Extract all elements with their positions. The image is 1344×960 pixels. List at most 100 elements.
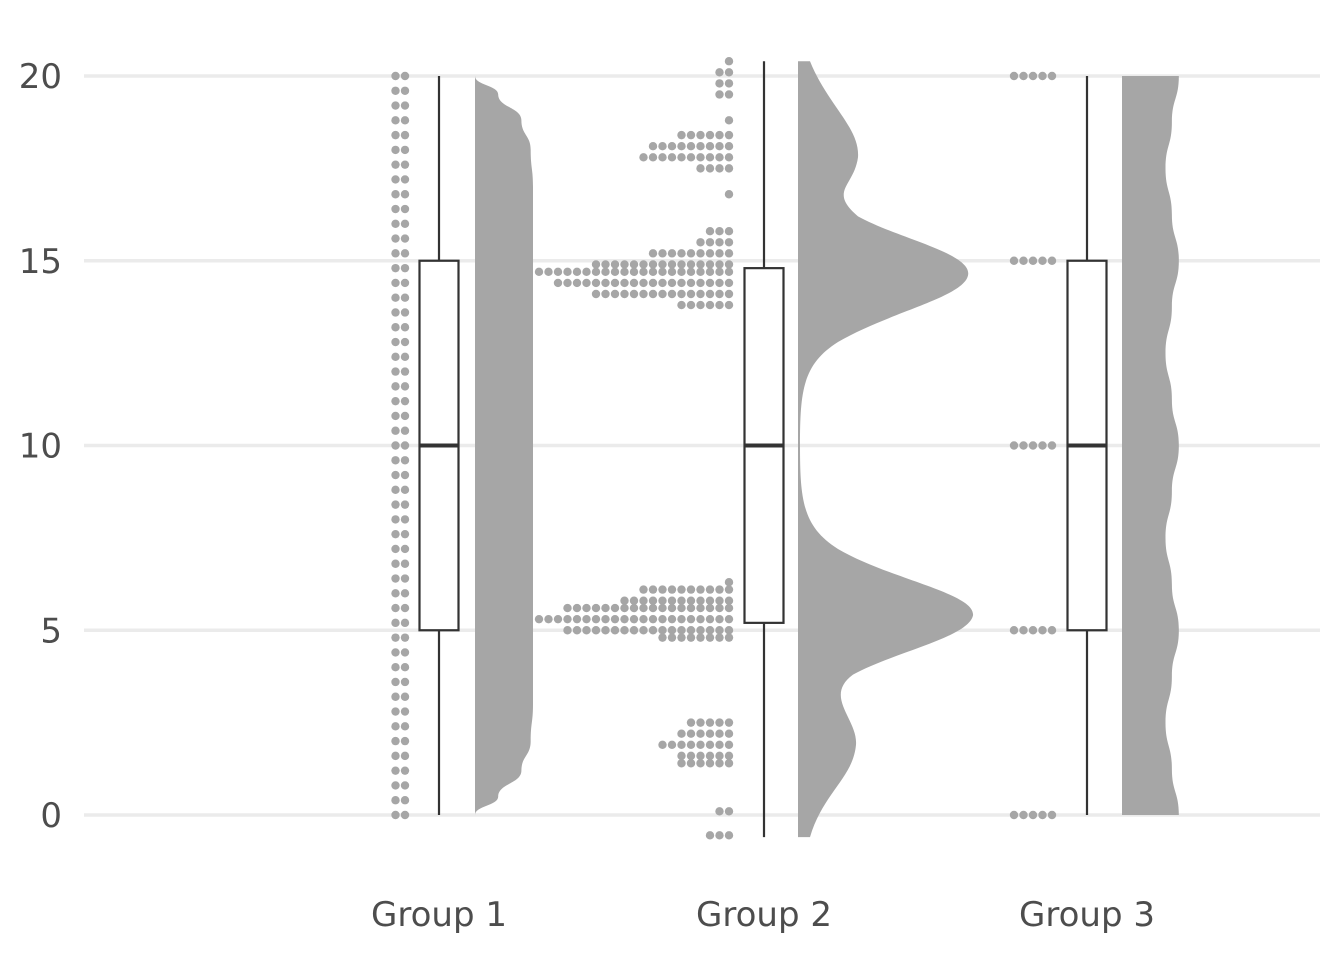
dot xyxy=(400,810,410,820)
dot xyxy=(610,260,620,269)
dot xyxy=(658,267,667,277)
dot xyxy=(400,441,410,450)
dot xyxy=(724,596,734,605)
dot xyxy=(629,626,639,635)
dot xyxy=(391,574,400,583)
dot xyxy=(696,585,705,594)
dot xyxy=(601,603,610,613)
dot xyxy=(648,603,658,613)
dot xyxy=(677,260,686,269)
dot xyxy=(715,278,724,288)
dot xyxy=(667,260,677,269)
dot xyxy=(715,153,724,162)
dot xyxy=(391,766,400,775)
dot xyxy=(658,289,667,299)
dot xyxy=(391,751,400,761)
dot xyxy=(715,626,724,635)
dot xyxy=(658,278,667,288)
group-2-dots xyxy=(534,57,734,840)
dot xyxy=(553,614,563,624)
dot xyxy=(705,831,715,840)
dot xyxy=(629,614,639,624)
dot xyxy=(591,603,601,613)
dot xyxy=(391,810,400,820)
dot xyxy=(705,585,715,594)
dot xyxy=(724,729,734,738)
y-tick-label-20: 20 xyxy=(19,57,62,97)
dot xyxy=(696,238,705,247)
dot xyxy=(391,500,400,509)
dot xyxy=(677,596,686,605)
group-3-density xyxy=(1122,76,1179,815)
dot xyxy=(648,267,658,277)
dot xyxy=(400,411,410,421)
dot xyxy=(400,337,410,347)
dot xyxy=(400,544,410,554)
dot xyxy=(724,267,734,277)
dot xyxy=(715,260,724,269)
dot xyxy=(1038,441,1047,450)
dot xyxy=(400,781,410,790)
dot xyxy=(620,260,629,269)
dot xyxy=(391,234,400,243)
dot xyxy=(391,382,400,391)
dot xyxy=(724,751,734,761)
dot xyxy=(648,289,658,299)
dot xyxy=(715,807,724,816)
dot xyxy=(667,633,677,642)
dot xyxy=(400,603,410,613)
dot xyxy=(724,249,734,258)
dot xyxy=(724,603,734,613)
dot xyxy=(705,759,715,768)
dot xyxy=(620,289,629,299)
dot xyxy=(400,116,410,125)
group-1-density xyxy=(475,76,533,815)
dot xyxy=(696,278,705,288)
dot xyxy=(677,249,686,258)
dot xyxy=(400,633,410,642)
dot xyxy=(677,751,686,761)
dot xyxy=(391,603,400,613)
dot xyxy=(686,260,696,269)
dot xyxy=(400,101,410,110)
dot xyxy=(705,751,715,761)
dot xyxy=(696,153,705,162)
group-1-dots xyxy=(391,71,410,820)
dot xyxy=(696,740,705,749)
dot xyxy=(563,626,572,635)
dot xyxy=(601,278,610,288)
dot xyxy=(658,633,667,642)
dot xyxy=(658,596,667,605)
dot xyxy=(715,267,724,277)
dot xyxy=(391,544,400,554)
dot xyxy=(724,626,734,635)
dot xyxy=(544,267,553,277)
dot xyxy=(686,289,696,299)
dot xyxy=(639,585,648,594)
dot xyxy=(391,796,400,805)
dot xyxy=(648,153,658,162)
dot xyxy=(648,260,658,269)
dot xyxy=(639,260,648,269)
dot xyxy=(400,219,410,228)
dot xyxy=(391,456,400,465)
dot xyxy=(1047,441,1057,450)
dot xyxy=(391,337,400,347)
dot xyxy=(620,278,629,288)
dot xyxy=(1047,71,1057,81)
dot xyxy=(1028,626,1038,635)
dot xyxy=(667,740,677,749)
dot xyxy=(677,603,686,613)
dot xyxy=(658,603,667,613)
dot xyxy=(400,71,410,81)
dot xyxy=(696,614,705,624)
dot xyxy=(391,308,400,317)
dot xyxy=(391,145,400,155)
dot xyxy=(1028,441,1038,450)
dot xyxy=(391,633,400,642)
dot xyxy=(715,142,724,151)
dot xyxy=(391,160,400,169)
dot xyxy=(705,226,715,236)
dot xyxy=(601,267,610,277)
dot xyxy=(391,263,400,273)
